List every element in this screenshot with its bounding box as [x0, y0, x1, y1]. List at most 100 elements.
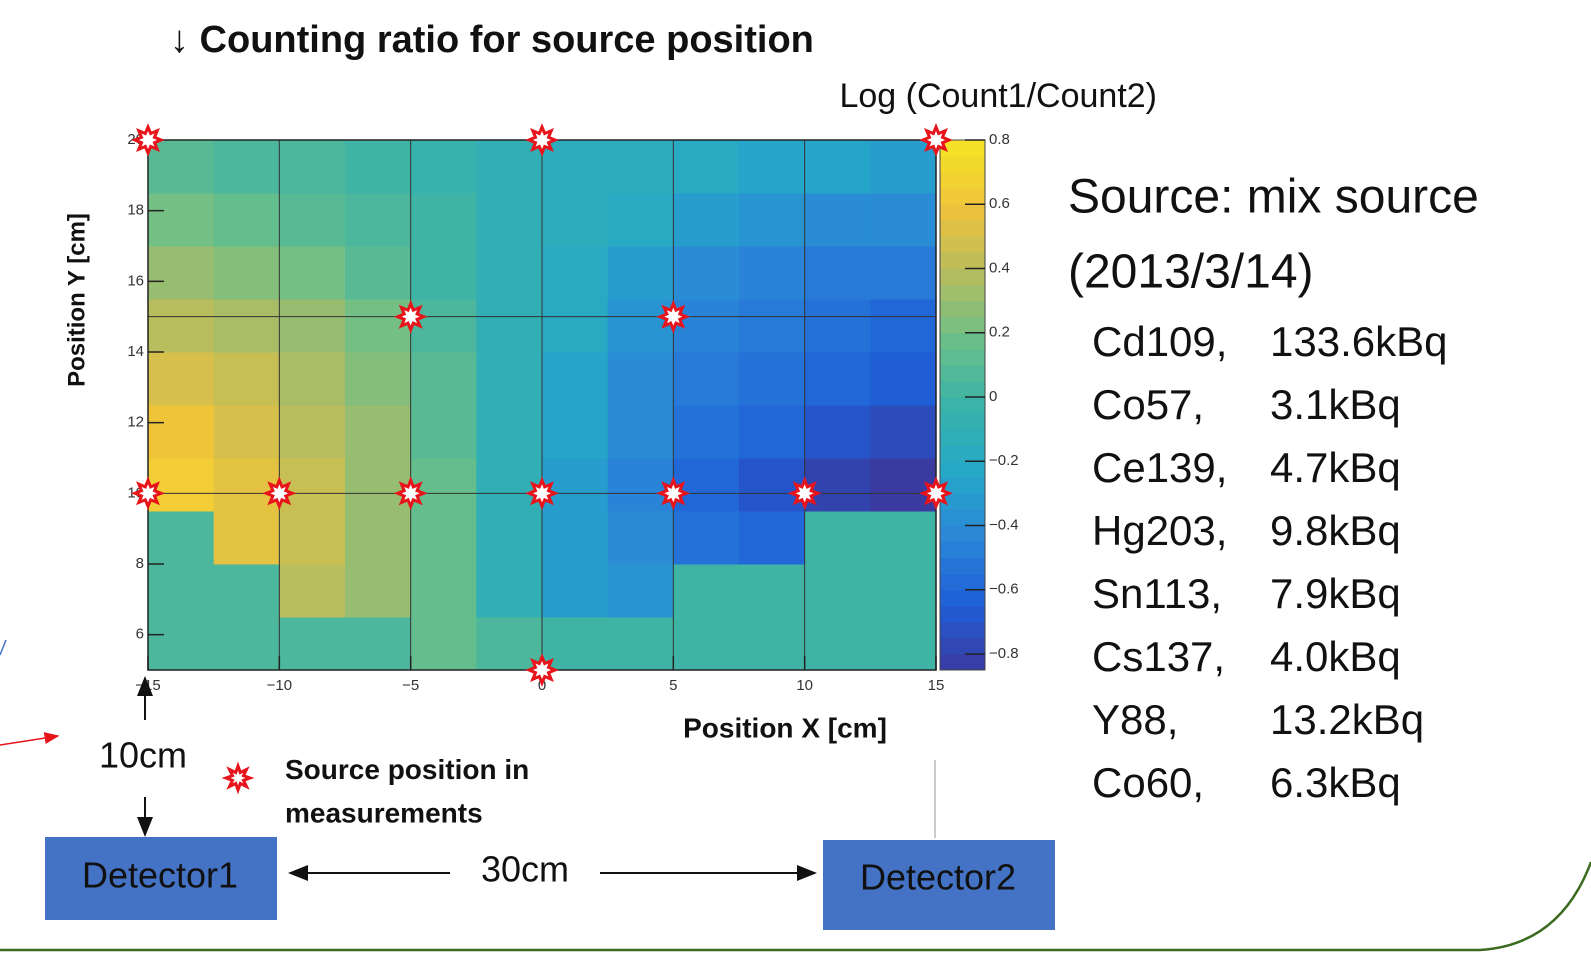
- heat-cell: [673, 246, 740, 300]
- heat-cell: [739, 193, 806, 247]
- heat-cell: [870, 193, 937, 247]
- source-activity: 4.0kBq: [1270, 633, 1401, 680]
- heat-cell: [410, 246, 477, 300]
- heat-cell: [804, 246, 871, 300]
- heat-cell: [542, 352, 609, 406]
- colorbar-band: [940, 557, 985, 575]
- colorbar-frame: [939, 139, 986, 671]
- heat-cell: [673, 458, 740, 512]
- heat-cell: [213, 299, 280, 353]
- heat-cell: [148, 299, 215, 353]
- detector2-box: [823, 840, 1055, 930]
- heat-cell: [804, 352, 871, 406]
- heat-cell: [542, 617, 609, 671]
- heat-cell: [345, 140, 412, 194]
- heat-cell: [607, 193, 674, 247]
- heat-cell: [279, 617, 346, 671]
- source-marker: [393, 299, 428, 334]
- z-tick-label: 0.2: [989, 324, 1010, 341]
- source-marker: [656, 299, 691, 334]
- z-tick-label: −0.4: [989, 516, 1019, 533]
- gap-label: 10cm: [99, 735, 187, 776]
- heat-cell: [213, 352, 280, 406]
- y-tick-label: 12: [127, 414, 144, 431]
- heat-cell: [213, 140, 280, 194]
- heat-cell: [345, 617, 412, 671]
- heat-cell: [542, 458, 609, 512]
- heat-cell: [410, 352, 477, 406]
- source-title: Source: mix source: [1068, 171, 1479, 224]
- heat-cell: [542, 405, 609, 459]
- x-tick-label: −5: [402, 677, 419, 694]
- heat-cell: [476, 246, 543, 300]
- heat-cell: [673, 140, 740, 194]
- source-date: (2013/3/14): [1068, 246, 1314, 299]
- arrows: [137, 676, 817, 881]
- heat-cell: [542, 511, 609, 565]
- source-name: Co60,: [1092, 759, 1204, 806]
- heat-cell: [673, 352, 740, 406]
- heat-cell: [870, 246, 937, 300]
- heat-cell: [673, 193, 740, 247]
- legend-line: measurements: [285, 797, 483, 828]
- x-tick-label: 15: [928, 677, 945, 694]
- heat-cell: [345, 511, 412, 565]
- footer-line: [0, 861, 1591, 952]
- heat-cell: [607, 352, 674, 406]
- heat-cell: [213, 193, 280, 247]
- z-tick-label: 0.8: [989, 131, 1010, 148]
- heat-cell: [804, 564, 871, 618]
- colorbar-band: [940, 204, 985, 221]
- heat-cell: [607, 140, 674, 194]
- heat-cell: [410, 140, 477, 194]
- heat-cell: [542, 246, 609, 300]
- heat-cell: [345, 405, 412, 459]
- colorbar-band: [940, 461, 985, 478]
- colorbar-band: [940, 172, 985, 189]
- source-activity: 4.7kBq: [1270, 444, 1401, 491]
- heat-cell: [476, 511, 543, 565]
- source-marker: [525, 476, 559, 511]
- heat-cell: [476, 564, 543, 618]
- heat-cell: [345, 193, 412, 247]
- heat-cell: [410, 299, 477, 353]
- source-name: Co57,: [1092, 381, 1204, 428]
- heat-cell: [870, 564, 937, 618]
- colorbar-band: [940, 589, 985, 607]
- heat-cell: [345, 246, 412, 300]
- source-activity: 13.2kBq: [1270, 696, 1424, 743]
- heat-cell: [673, 511, 740, 565]
- heat-cell: [148, 458, 215, 512]
- colorbar-band: [940, 332, 985, 350]
- colorbar-band: [940, 268, 985, 286]
- colorbar-band: [940, 188, 985, 205]
- heat-cell: [410, 458, 477, 512]
- source-marker: [131, 476, 165, 511]
- source-marker: [919, 123, 953, 157]
- y-tick-label: 14: [127, 343, 144, 360]
- heat-cell: [213, 511, 280, 565]
- heat-cell: [410, 511, 477, 565]
- legend-line: Source position in: [285, 754, 529, 785]
- colorbar-band: [940, 156, 985, 173]
- x-tick-label: −15: [135, 677, 160, 694]
- heat-cell: [410, 405, 477, 459]
- heat-cell: [739, 511, 806, 565]
- legend-label: Source position in: [285, 754, 529, 785]
- source-marker: [525, 123, 559, 157]
- heat-cell: [870, 511, 937, 565]
- legend: Source position in measurements: [221, 754, 529, 828]
- distance-label: 30cm: [481, 849, 569, 890]
- heat-cell: [607, 617, 674, 671]
- source-name: Cs137,: [1092, 633, 1225, 680]
- colorbar-band: [940, 525, 985, 543]
- colorbar-band: [940, 396, 985, 414]
- heat-cell: [870, 299, 937, 353]
- heat-cell: [739, 352, 806, 406]
- source-name: Y88,: [1092, 696, 1178, 743]
- heat-cell: [804, 193, 871, 247]
- x-tick-label: −10: [267, 677, 292, 694]
- colorbar-band: [940, 605, 985, 623]
- detector1-box: [45, 837, 277, 920]
